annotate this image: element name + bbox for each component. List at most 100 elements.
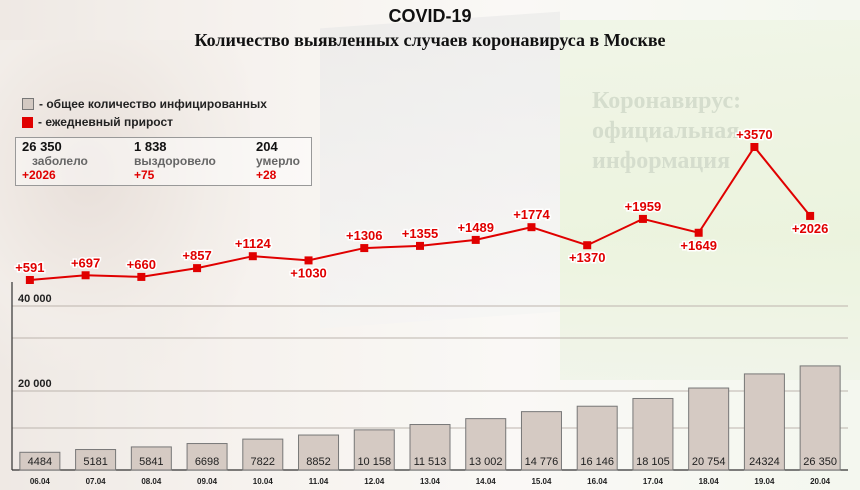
- stats-box: 26 350 заболело +2026 1 838 выздоровело …: [15, 137, 312, 186]
- bar-value-label: 11 513: [414, 456, 447, 468]
- daily-value-label: +1355: [402, 226, 439, 241]
- stat-died-delta: +28: [256, 168, 277, 182]
- daily-point: [638, 214, 647, 223]
- bar: [75, 449, 117, 471]
- daily-point: [416, 241, 424, 250]
- bar-value-label: 20 754: [692, 456, 726, 468]
- stat-recovered: 1 838 выздоровело +75: [134, 139, 216, 183]
- bar: [743, 373, 785, 471]
- daily-value-label: +857: [182, 248, 211, 263]
- x-tick-label: 07.04: [86, 477, 107, 486]
- bar-value-label: 7822: [251, 456, 275, 468]
- daily-value-label: +660: [127, 257, 156, 272]
- chart-title: COVID-19: [388, 6, 472, 26]
- bar-value-label: 18 105: [636, 456, 670, 468]
- stat-recovered-number: 1 838: [134, 139, 167, 154]
- bar: [409, 424, 451, 471]
- x-tick-label: 09.04: [197, 477, 218, 486]
- legend-item-daily: - ежедневный прирост: [22, 113, 267, 131]
- daily-value-label: +1124: [235, 236, 272, 251]
- background-screen-text: Коронавирус: официальная информация: [592, 88, 742, 174]
- daily-value-label: +697: [71, 255, 100, 270]
- bar: [799, 365, 841, 471]
- bar-value-label: 16 146: [580, 456, 614, 468]
- x-tick-label: 16.04: [587, 477, 608, 486]
- daily-value-label: +1959: [625, 199, 662, 214]
- x-tick-label: 17.04: [643, 477, 664, 486]
- x-tick-label: 11.04: [309, 477, 329, 486]
- x-tick-label: 12.04: [364, 477, 385, 486]
- daily-point: [527, 223, 536, 232]
- bar: [353, 429, 395, 471]
- stat-infected: 26 350 заболело +2026: [22, 139, 88, 183]
- daily-point: [806, 211, 815, 220]
- bar: [632, 397, 674, 471]
- x-tick-label: 10.04: [253, 477, 274, 486]
- bar-value-label: 8852: [306, 456, 330, 468]
- legend: - общее количество инфицированных - ежед…: [22, 95, 267, 131]
- daily-value-label: +1649: [680, 238, 717, 253]
- daily-point: [750, 143, 759, 151]
- bar-value-label: 14 776: [525, 456, 559, 468]
- daily-point: [583, 241, 592, 250]
- x-tick-label: 06.04: [30, 477, 51, 486]
- daily-point: [81, 271, 90, 280]
- daily-value-label: +3570: [736, 127, 773, 142]
- bar: [465, 418, 507, 471]
- stat-died: 204 умерло +28: [256, 139, 300, 183]
- daily-point: [694, 228, 703, 237]
- daily-value-label: +1306: [346, 228, 383, 243]
- daily-value-label: +1370: [569, 250, 606, 265]
- x-tick-label: 19.04: [754, 477, 775, 486]
- daily-point: [304, 256, 313, 265]
- stat-died-number: 204: [256, 139, 278, 154]
- daily-value-label: +1489: [457, 220, 494, 235]
- stat-infected-delta: +2026: [22, 168, 56, 182]
- legend-swatch-total: [22, 98, 34, 110]
- bar: [242, 438, 284, 471]
- legend-swatch-daily: [22, 116, 33, 128]
- bar-value-label: 26 350: [803, 456, 837, 468]
- bar: [688, 387, 730, 471]
- bar: [298, 434, 340, 471]
- x-tick-label: 13.04: [420, 477, 441, 486]
- y-tick-label: 20 000: [18, 378, 52, 390]
- x-tick-label: 18.04: [699, 477, 720, 486]
- bar-value-label: 5181: [83, 456, 107, 468]
- daily-value-label: +1774: [513, 207, 550, 222]
- daily-point: [25, 276, 34, 284]
- stat-recovered-delta: +75: [134, 168, 155, 182]
- chart-subtitle: Количество выявленных случаев коронавиру…: [194, 30, 666, 50]
- y-tick-label: 40 000: [18, 293, 52, 305]
- legend-item-total: - общее количество инфицированных: [22, 95, 267, 113]
- daily-value-label: +1030: [290, 265, 327, 280]
- x-tick-label: 20.04: [810, 477, 831, 486]
- x-tick-label: 14.04: [476, 477, 497, 486]
- stat-died-label: умерло: [256, 154, 300, 168]
- daily-value-label: +591: [15, 260, 44, 275]
- bar-value-label: 4484: [28, 456, 52, 468]
- stat-recovered-label: выздоровело: [134, 154, 216, 168]
- bar: [19, 451, 61, 471]
- daily-value-label: +2026: [792, 221, 829, 236]
- x-tick-label: 08.04: [141, 477, 162, 486]
- daily-point: [193, 264, 202, 273]
- legend-label-total: - общее количество инфицированных: [39, 97, 267, 111]
- legend-label-daily: - ежедневный прирост: [38, 115, 173, 129]
- bar-value-label: 24324: [749, 456, 780, 468]
- background-screen: [560, 20, 860, 380]
- bar: [576, 405, 618, 471]
- bar: [186, 443, 228, 471]
- stat-infected-number: 26 350: [22, 139, 62, 154]
- daily-point: [248, 252, 257, 261]
- stat-infected-label: заболело: [32, 154, 88, 168]
- bar-value-label: 6698: [195, 456, 219, 468]
- bar: [520, 411, 562, 471]
- bar: [130, 446, 172, 471]
- bar-value-label: 5841: [139, 456, 163, 468]
- daily-point: [360, 244, 369, 253]
- background-person: [0, 40, 250, 370]
- daily-point: [471, 235, 480, 244]
